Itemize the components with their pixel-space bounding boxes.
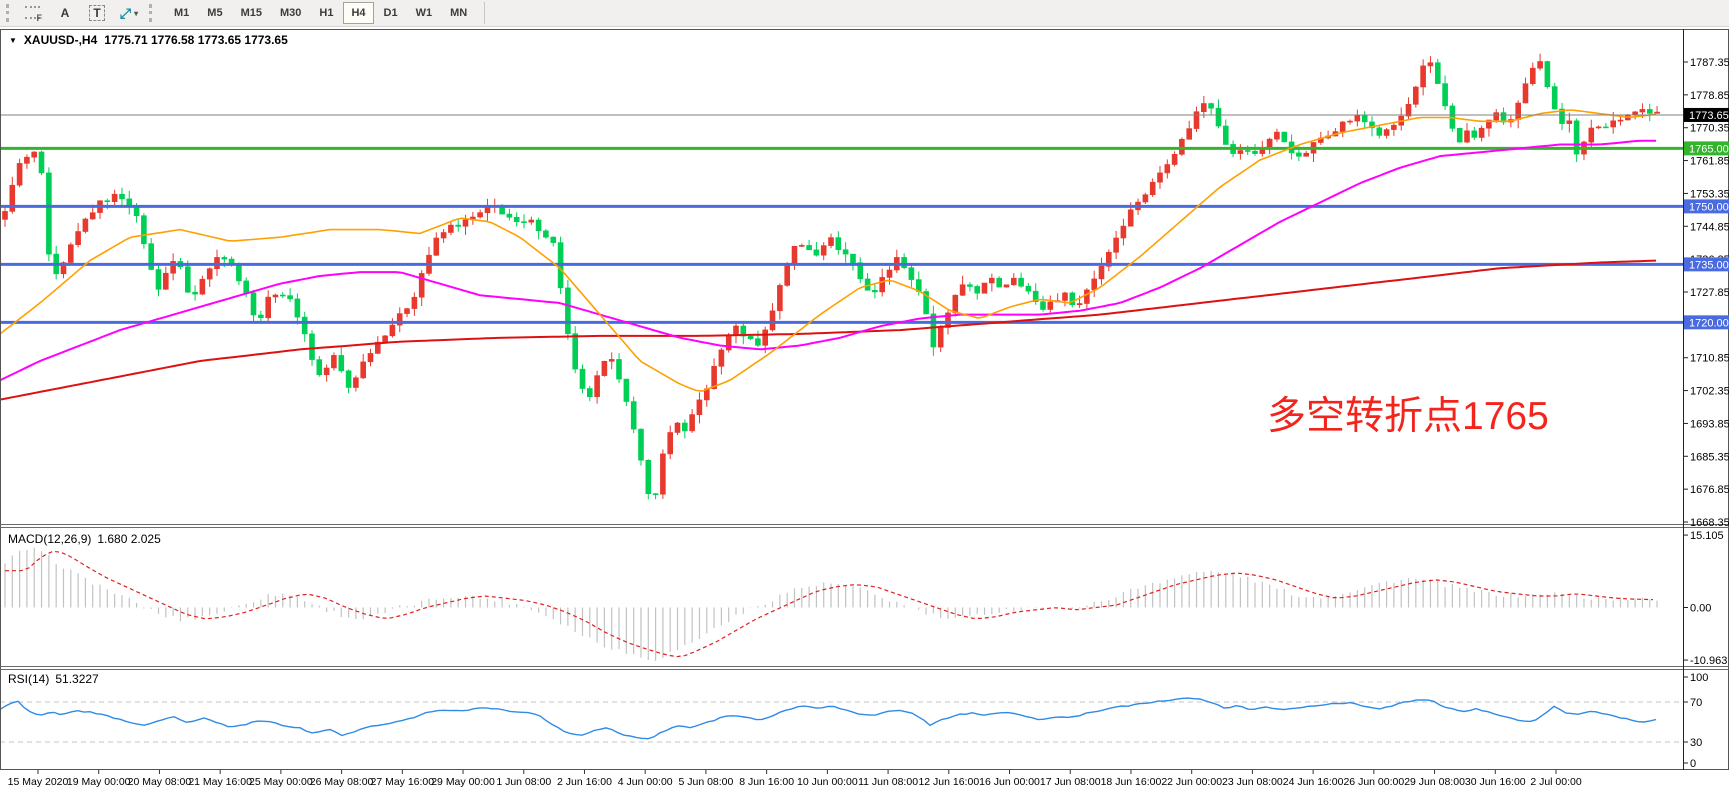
annotation-text[interactable]: 多空转折点1765 (1267, 395, 1549, 438)
time-axis-label: 4 Jun 00:00 (618, 776, 673, 788)
time-axis-label: 20 May 08:00 (128, 776, 192, 788)
ohlc-values: 1775.71 1776.58 1773.65 1773.65 (104, 33, 288, 47)
macd-axis-label: -10.963 (1690, 655, 1727, 667)
time-axis-label: 16 Jun 00:00 (979, 776, 1040, 788)
price-flag-1735.00: 1735.00 (1689, 259, 1729, 271)
time-axis-label: 22 Jun 00:00 (1161, 776, 1222, 788)
macd-axis-label: 15.105 (1690, 530, 1724, 542)
toolbar-separator-grip[interactable] (149, 4, 156, 22)
time-axis-label: 29 Jun 08:00 (1404, 776, 1465, 788)
price-tick-label: 1676.85 (1690, 484, 1729, 496)
time-axis-label: 12 Jun 16:00 (918, 776, 979, 788)
text-box-icon[interactable]: T (82, 1, 112, 25)
tab-h4[interactable]: H4 (343, 2, 374, 24)
price-tick-label: 1744.85 (1690, 221, 1729, 233)
rsi-indicator-value: 51.3227 (55, 672, 99, 686)
moving-averages-layer (0, 109, 1683, 401)
rsi-axis-label: 70 (1690, 697, 1702, 709)
time-axis-label: 21 May 16:00 (188, 776, 252, 788)
macd-axis-label: 0.00 (1690, 603, 1711, 615)
tab-m30[interactable]: M30 (279, 7, 302, 19)
price-tick-label: 1761.85 (1690, 156, 1729, 168)
time-axis-label: 19 May 00:00 (67, 776, 131, 788)
tab-w1[interactable]: W1 (415, 7, 433, 19)
time-axis-label: 25 May 00:00 (249, 776, 313, 788)
tab-m5[interactable]: M5 (207, 7, 223, 19)
tab-h1[interactable]: H1 (319, 7, 334, 19)
time-axis-label: 5 Jun 08:00 (678, 776, 733, 788)
time-axis-label: 26 May 08:00 (310, 776, 374, 788)
tab-d1[interactable]: D1 (383, 7, 398, 19)
toolbar-separator (484, 2, 486, 24)
rsi-line (0, 697, 1657, 740)
macd-signal-line (5, 550, 1654, 658)
price-tick-label: 1753.35 (1690, 188, 1729, 200)
price-tick-label: 1770.35 (1690, 123, 1729, 135)
time-axis-label: 8 Jun 16:00 (739, 776, 794, 788)
time-axis-label: 30 Jun 16:00 (1465, 776, 1526, 788)
rsi-axis-label: 30 (1690, 737, 1702, 749)
chart-properties-icon[interactable]: F (18, 1, 48, 25)
time-axis-label: 27 May 16:00 (370, 776, 434, 788)
rsi-axis-label: 100 (1690, 672, 1708, 684)
time-axis-label: 2 Jul 00:00 (1530, 776, 1582, 788)
time-axis-label: 2 Jun 16:00 (557, 776, 612, 788)
price-tick-label: 1778.85 (1690, 90, 1729, 102)
dropdown-caret-icon[interactable]: ▾ (134, 8, 139, 18)
time-axis-label: 18 Jun 16:00 (1101, 776, 1162, 788)
price-tick-label: 1685.35 (1690, 451, 1729, 463)
ma-slow-red-line (0, 259, 1657, 401)
dotted-grid-icon: F (24, 5, 42, 23)
symbol-name: XAUUSD-,H4 (23, 33, 98, 47)
tab-mn[interactable]: MN (450, 7, 468, 19)
toolbar-drag-grip[interactable] (6, 4, 13, 22)
price-tick-label: 1702.35 (1690, 386, 1729, 398)
macd-indicator-values: 1.680 2.025 (97, 532, 161, 546)
toolbar: F A T ⤢ ▾ M1 M5 M15 M30 H1 H4 D1 W1 MN (0, 0, 1729, 27)
price-flag-1750.00: 1750.00 (1689, 201, 1729, 213)
rsi-label: RSI(14) 51.3227 (8, 672, 99, 686)
tab-m1[interactable]: M1 (174, 7, 190, 19)
ma-mid-magenta-line (0, 139, 1656, 382)
price-tick-label: 1727.85 (1690, 287, 1729, 299)
axis-layer: 1787.35 1778.85 1770.35 1761.85 1753.35 1744.… (0, 29, 1729, 788)
rsi-indicator-name: RSI(14) (8, 672, 50, 686)
time-axis-label: 10 Jun 00:00 (797, 776, 858, 788)
price-tick-label: 1693.85 (1690, 418, 1729, 430)
price-tick-label: 1668.35 (1690, 517, 1729, 529)
price-flag-1720.00: 1720.00 (1689, 317, 1729, 329)
time-axis-label: 23 Jun 08:00 (1222, 776, 1283, 788)
time-axis-label: 29 May 00:00 (431, 776, 495, 788)
symbol-dropdown-icon[interactable]: ▼ (9, 35, 17, 45)
arrow-tools-button[interactable]: ⤢ ▾ (114, 1, 144, 25)
time-axis-label: 11 Jun 08:00 (858, 776, 918, 788)
hlines-layer[interactable] (0, 146, 1683, 324)
macd-indicator-name: MACD(12,26,9) (8, 532, 92, 546)
current-price-flag: 1773.65 (1689, 110, 1729, 122)
time-axis-label: 17 Jun 08:00 (1040, 776, 1101, 788)
price-tick-label: 1710.85 (1690, 353, 1729, 365)
time-axis-label: 26 Jun 00:00 (1343, 776, 1404, 788)
time-axis-label: 24 Jun 16:00 (1283, 776, 1344, 788)
time-axis-label: 15 May 2020 (8, 776, 69, 788)
rsi-axis-label: 0 (1690, 758, 1696, 770)
tab-m15[interactable]: M15 (240, 7, 262, 19)
text-label-icon[interactable]: A (60, 6, 70, 20)
timeframe-group: M1 M5 M15 M30 H1 H4 D1 W1 MN (165, 2, 476, 24)
indicator-panels-layer (0, 547, 1683, 743)
price-tick-label: 1787.35 (1690, 57, 1729, 69)
arrow-style-icon: ⤢ (119, 4, 132, 21)
macd-label: MACD(12,26,9) 1.680 2.025 (8, 532, 161, 546)
price-flag-1765.00: 1765.00 (1689, 143, 1729, 155)
time-axis-label: 1 Jun 08:00 (496, 776, 551, 788)
ma-fast-orange-line (0, 109, 1657, 393)
chart-title: ▼ XAUUSD-,H4 1775.71 1776.58 1773.65 177… (9, 33, 288, 47)
